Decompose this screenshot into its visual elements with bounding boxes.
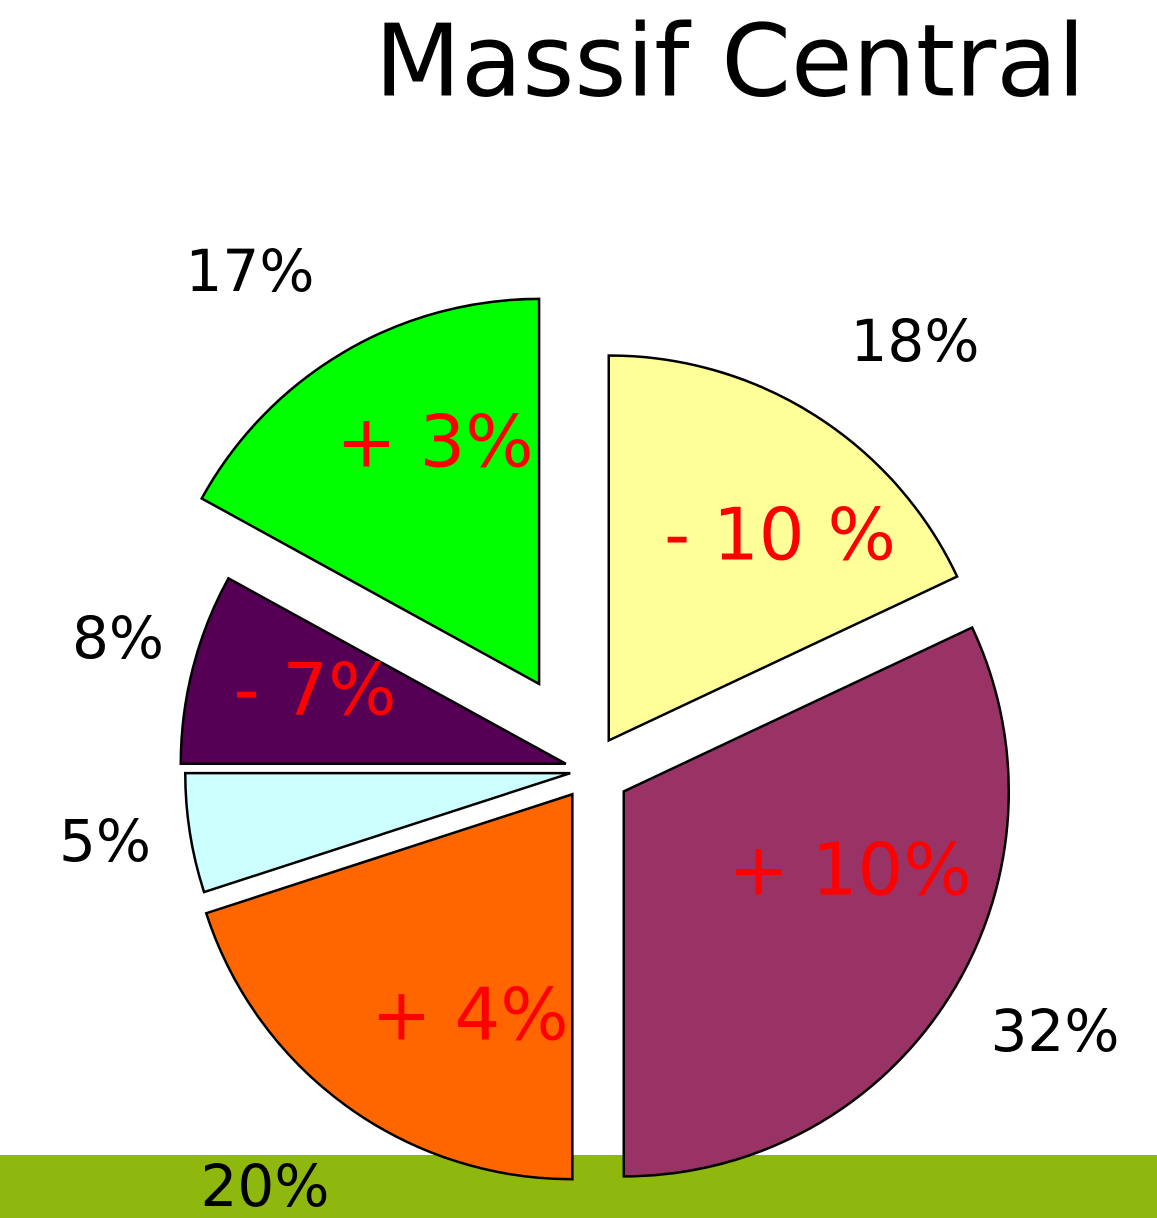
pie-slice xyxy=(204,792,574,1181)
change-label: + 4% xyxy=(371,973,568,1057)
chart-title: Massif Central xyxy=(375,2,1086,119)
pie-slice xyxy=(622,625,1010,1178)
pie-slice xyxy=(200,297,541,687)
footer-band xyxy=(0,1155,1157,1218)
pie-slice xyxy=(183,771,571,894)
pie-slice xyxy=(179,576,567,766)
change-label: + 3% xyxy=(336,400,533,484)
value-label: 20% xyxy=(201,1152,330,1218)
value-label: 17% xyxy=(186,237,315,305)
value-label: 8% xyxy=(72,604,164,672)
change-label: + 10% xyxy=(728,828,971,912)
change-label: - 10 % xyxy=(664,493,896,577)
value-label: 18% xyxy=(851,307,980,375)
value-label: 5% xyxy=(59,807,151,875)
pie-slice xyxy=(607,354,959,743)
change-label: - 7% xyxy=(233,648,396,732)
value-label: 32% xyxy=(991,997,1120,1065)
